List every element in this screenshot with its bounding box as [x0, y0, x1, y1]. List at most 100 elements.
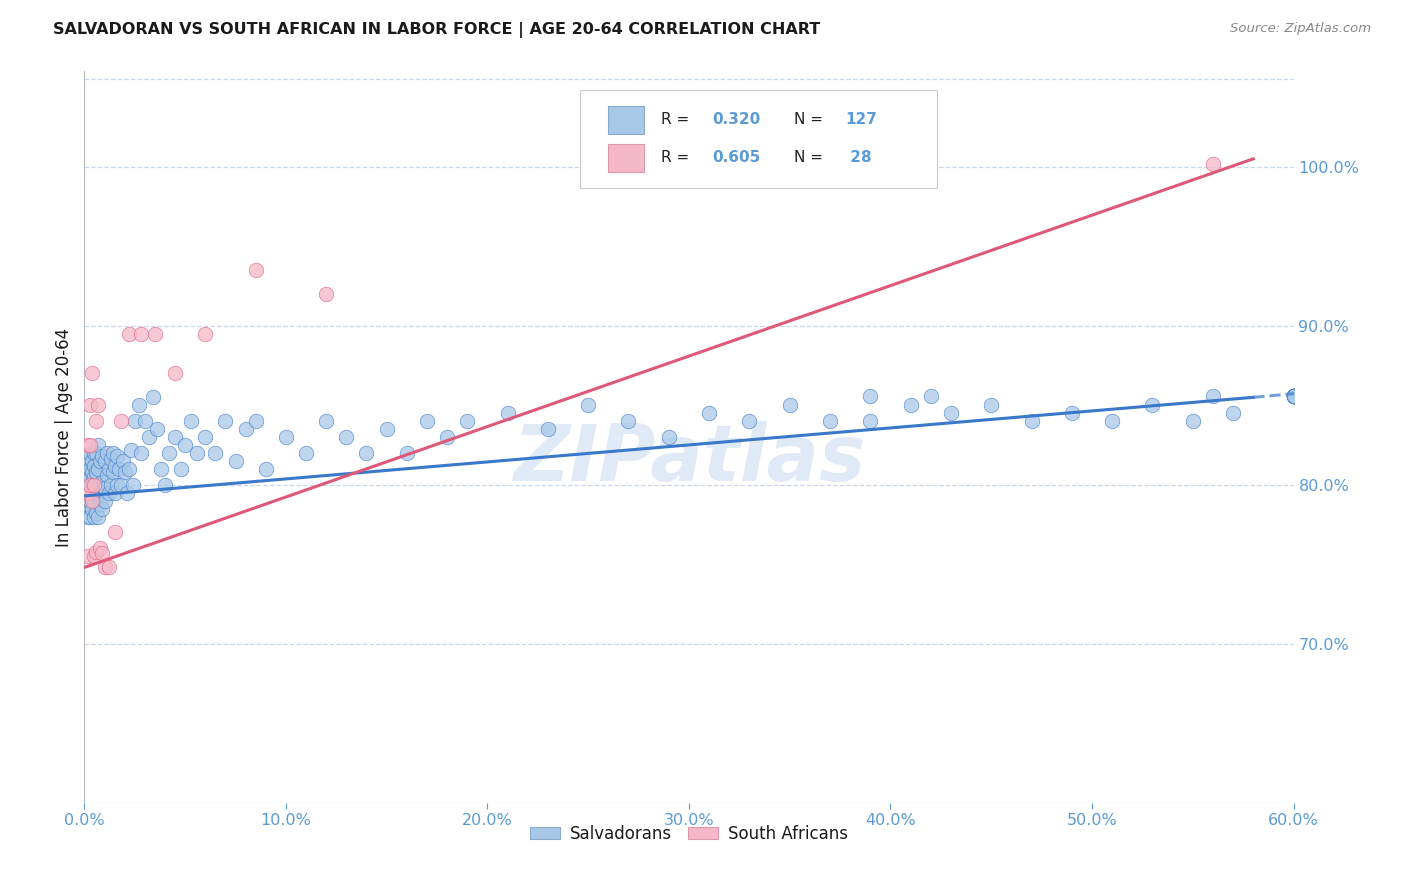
- Point: [114, 465, 136, 479]
- Point: [174, 438, 197, 452]
- Point: [149, 462, 172, 476]
- Text: ZIPatlas: ZIPatlas: [513, 421, 865, 497]
- Point: [180, 414, 202, 428]
- Point: [225, 454, 247, 468]
- Point: [79, 398, 101, 412]
- Point: [82, 465, 104, 479]
- Point: [120, 442, 142, 457]
- Point: [115, 485, 138, 500]
- Point: [274, 430, 297, 444]
- Point: [79, 470, 101, 484]
- Point: [245, 263, 267, 277]
- Point: [779, 398, 801, 412]
- Point: [157, 446, 180, 460]
- Point: [165, 367, 187, 381]
- Point: [75, 501, 97, 516]
- Point: [1282, 389, 1305, 403]
- Text: 0.605: 0.605: [711, 150, 761, 165]
- Point: [235, 422, 257, 436]
- Point: [91, 449, 114, 463]
- Point: [121, 477, 143, 491]
- Text: N =: N =: [794, 150, 828, 165]
- Point: [79, 485, 101, 500]
- Point: [146, 422, 169, 436]
- Point: [1282, 389, 1305, 403]
- Point: [1282, 389, 1305, 403]
- Point: [818, 414, 841, 428]
- Point: [118, 462, 141, 476]
- Point: [87, 485, 110, 500]
- Point: [91, 501, 114, 516]
- Point: [658, 430, 681, 444]
- Point: [939, 406, 962, 420]
- Point: [143, 326, 166, 341]
- Point: [617, 414, 640, 428]
- Point: [86, 485, 108, 500]
- Point: [1282, 389, 1305, 403]
- Point: [124, 414, 146, 428]
- Point: [920, 389, 942, 403]
- Point: [1222, 406, 1244, 420]
- Text: 127: 127: [845, 112, 877, 128]
- Point: [214, 414, 236, 428]
- Point: [87, 509, 110, 524]
- Point: [83, 458, 105, 473]
- Point: [118, 326, 141, 341]
- Point: [101, 446, 124, 460]
- Point: [75, 477, 97, 491]
- Point: [83, 470, 105, 484]
- Text: N =: N =: [794, 112, 828, 128]
- Point: [77, 477, 100, 491]
- Point: [295, 446, 318, 460]
- Point: [456, 414, 478, 428]
- Point: [186, 446, 208, 460]
- Point: [335, 430, 357, 444]
- Point: [89, 497, 111, 511]
- Point: [395, 446, 418, 460]
- Y-axis label: In Labor Force | Age 20-64: In Labor Force | Age 20-64: [55, 327, 73, 547]
- Point: [79, 462, 101, 476]
- FancyBboxPatch shape: [607, 106, 644, 134]
- Point: [82, 477, 104, 491]
- Point: [496, 406, 519, 420]
- Point: [1101, 414, 1123, 428]
- Point: [194, 430, 217, 444]
- Point: [93, 560, 115, 574]
- Point: [79, 446, 101, 460]
- Point: [138, 430, 160, 444]
- Point: [1282, 389, 1305, 403]
- Point: [134, 414, 156, 428]
- Point: [1202, 156, 1225, 170]
- Point: [79, 493, 101, 508]
- Point: [1282, 389, 1305, 403]
- Point: [77, 438, 100, 452]
- Point: [129, 326, 152, 341]
- Point: [79, 509, 101, 524]
- Point: [83, 509, 105, 524]
- Point: [82, 367, 104, 381]
- Text: Source: ZipAtlas.com: Source: ZipAtlas.com: [1230, 22, 1371, 36]
- Point: [83, 549, 105, 564]
- Point: [1282, 389, 1305, 403]
- Point: [204, 446, 226, 460]
- Point: [87, 462, 110, 476]
- Point: [245, 414, 267, 428]
- Point: [104, 485, 127, 500]
- Point: [111, 454, 134, 468]
- Point: [1202, 389, 1225, 403]
- Point: [1282, 389, 1305, 403]
- Point: [315, 414, 337, 428]
- Point: [100, 477, 122, 491]
- Point: [1142, 398, 1164, 412]
- Point: [91, 475, 114, 489]
- FancyBboxPatch shape: [581, 90, 936, 188]
- Point: [107, 462, 129, 476]
- Point: [859, 389, 882, 403]
- Point: [900, 398, 922, 412]
- Point: [142, 390, 165, 404]
- Point: [87, 438, 110, 452]
- Point: [436, 430, 458, 444]
- Point: [697, 406, 720, 420]
- Point: [315, 287, 337, 301]
- Point: [254, 462, 277, 476]
